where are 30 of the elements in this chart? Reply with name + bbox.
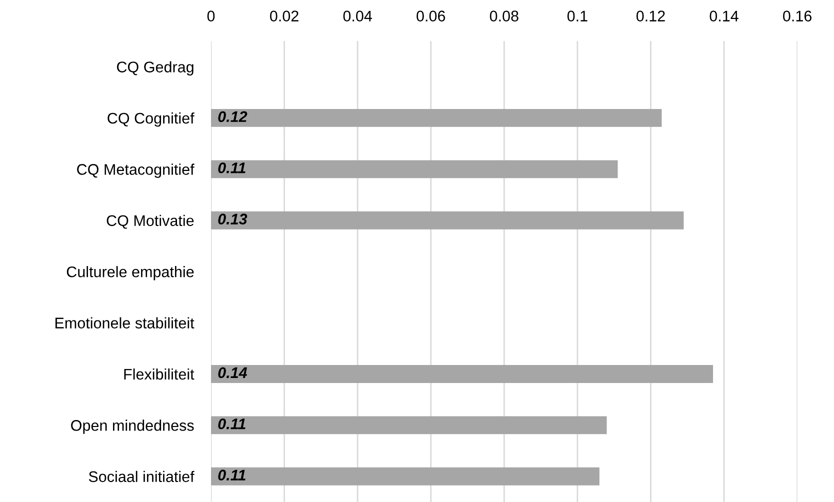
y-tick-label: CQ Motivatie bbox=[106, 214, 194, 229]
data-label: 0.13 bbox=[218, 214, 248, 224]
y-tick-label: Emotionele stabiliteit bbox=[55, 317, 194, 328]
x-tick-label: 0.12 bbox=[636, 10, 665, 22]
bar bbox=[211, 416, 607, 434]
data-label: 0.11 bbox=[218, 470, 246, 480]
y-tick-label: Flexibiliteit bbox=[124, 368, 194, 380]
y-tick-label: Sociaal initiatief bbox=[88, 470, 194, 482]
x-tick-label: 0.04 bbox=[343, 10, 372, 22]
bar bbox=[211, 211, 684, 230]
y-tick-label: Culturele empathie bbox=[66, 266, 194, 280]
data-label: 0.12 bbox=[218, 111, 248, 122]
bar bbox=[211, 109, 662, 127]
x-tick-label: 0.06 bbox=[416, 10, 446, 22]
y-tick-label: CQ Cognitief bbox=[108, 112, 194, 127]
x-tick-label: 0.16 bbox=[783, 10, 812, 22]
bar bbox=[211, 365, 714, 383]
bar bbox=[211, 467, 600, 486]
x-tick-label: 0.1 bbox=[567, 10, 588, 22]
data-label: 0.11 bbox=[218, 418, 246, 430]
data-label: 0.14 bbox=[218, 367, 248, 378]
x-tick-label: 0.08 bbox=[490, 10, 518, 22]
x-tick-label: 0.14 bbox=[710, 10, 738, 22]
data-label: 0.11 bbox=[218, 162, 246, 174]
x-tick-label: 0.02 bbox=[270, 10, 298, 22]
y-tick-label: CQ Metacognitief bbox=[77, 164, 194, 178]
y-tick-label: CQ Gedrag bbox=[116, 61, 194, 76]
x-tick-label: 0 bbox=[207, 10, 215, 22]
y-tick-label: Open mindedness bbox=[71, 420, 194, 434]
bar bbox=[211, 160, 618, 178]
